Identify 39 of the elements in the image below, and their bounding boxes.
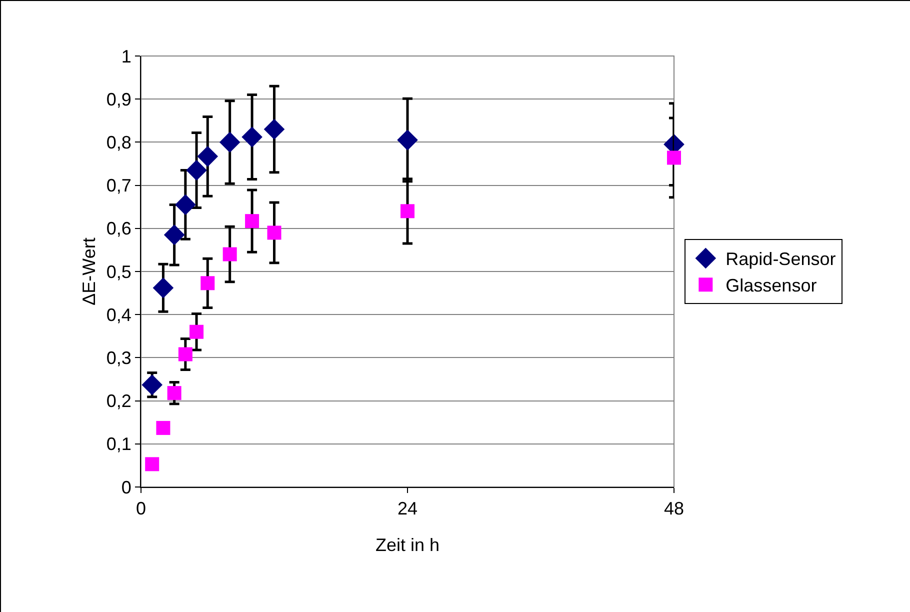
y-tick-label: 0,4	[106, 304, 132, 325]
point	[397, 130, 418, 150]
point	[186, 160, 207, 181]
x-tick-label: 0	[136, 498, 146, 519]
point	[197, 146, 218, 167]
point	[400, 204, 414, 218]
point	[264, 118, 285, 140]
y-tick-label: 0,8	[106, 132, 132, 152]
x-axis-title: Zeit in h	[375, 535, 440, 555]
point	[145, 457, 160, 472]
x-tick-label: 48	[664, 498, 684, 519]
point	[167, 386, 182, 400]
point	[190, 324, 204, 339]
x-tick-label: 24	[397, 498, 418, 519]
point	[200, 276, 215, 290]
point	[219, 132, 240, 153]
point	[152, 277, 174, 298]
y-tick-label: 0,6	[106, 218, 132, 239]
y-tick-label: 0,3	[106, 348, 132, 368]
point	[178, 347, 192, 362]
y-tick-label: 0,2	[106, 391, 132, 412]
legend-label: Rapid-Sensor	[726, 249, 836, 270]
point	[222, 247, 237, 262]
point	[142, 374, 162, 396]
point	[156, 420, 170, 435]
legend-label: Glassensor	[726, 276, 817, 296]
y-tick-label: 0,1	[106, 434, 132, 454]
point	[164, 224, 185, 246]
point	[175, 194, 196, 216]
y-tick-label: 1	[121, 46, 132, 66]
point	[667, 150, 681, 165]
y-axis-title: ΔE-Wert	[79, 238, 99, 306]
y-tick-label: 0,7	[106, 176, 132, 196]
y-tick-label: 0	[121, 477, 132, 498]
y-tick-label: 0,5	[106, 262, 132, 282]
point	[267, 226, 282, 240]
point	[242, 126, 262, 148]
point	[245, 214, 260, 228]
y-tick-label: 0,9	[106, 89, 132, 110]
